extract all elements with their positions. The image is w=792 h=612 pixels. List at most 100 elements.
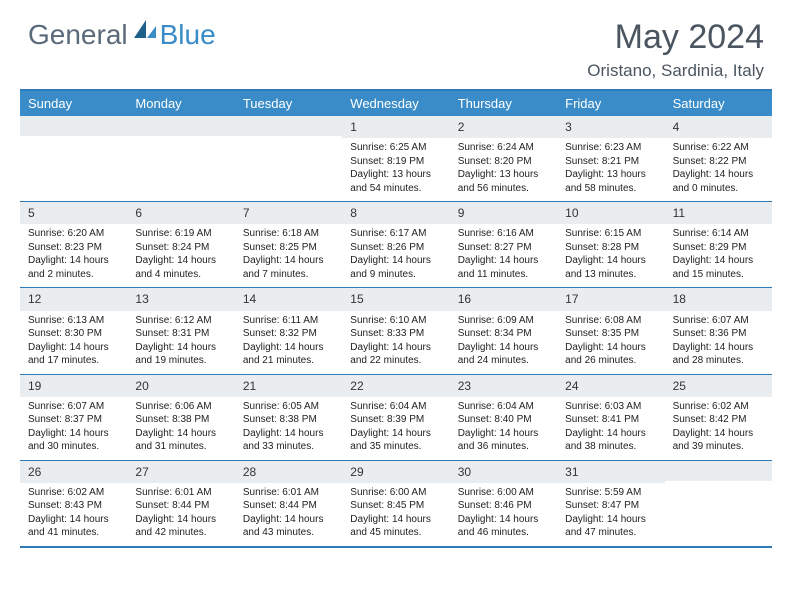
sunset-line: Sunset: 8:27 PM	[458, 241, 549, 255]
sunrise-line: Sunrise: 6:20 AM	[28, 227, 119, 241]
day-number: 7	[235, 202, 342, 224]
sunrise-line: Sunrise: 6:00 AM	[458, 486, 549, 500]
sunrise-line: Sunrise: 6:01 AM	[135, 486, 226, 500]
location-label: Oristano, Sardinia, Italy	[587, 61, 764, 81]
sunrise-line: Sunrise: 6:14 AM	[673, 227, 764, 241]
day-number: 16	[450, 288, 557, 310]
sunrise-line: Sunrise: 6:16 AM	[458, 227, 549, 241]
day-number: 18	[665, 288, 772, 310]
sunset-line: Sunset: 8:37 PM	[28, 413, 119, 427]
daylight-line: Daylight: 13 hours and 56 minutes.	[458, 168, 549, 195]
daylight-line: Daylight: 13 hours and 58 minutes.	[565, 168, 656, 195]
day-number: 19	[20, 375, 127, 397]
daylight-line: Daylight: 14 hours and 26 minutes.	[565, 341, 656, 368]
daylight-line: Daylight: 14 hours and 47 minutes.	[565, 513, 656, 540]
sunset-line: Sunset: 8:44 PM	[243, 499, 334, 513]
sunrise-line: Sunrise: 6:04 AM	[350, 400, 441, 414]
calendar-week-row: 19Sunrise: 6:07 AMSunset: 8:37 PMDayligh…	[20, 374, 772, 460]
sunrise-line: Sunrise: 6:07 AM	[28, 400, 119, 414]
sunset-line: Sunset: 8:33 PM	[350, 327, 441, 341]
day-number	[20, 116, 127, 136]
calendar-week-row: 12Sunrise: 6:13 AMSunset: 8:30 PMDayligh…	[20, 287, 772, 373]
daylight-line: Daylight: 14 hours and 28 minutes.	[673, 341, 764, 368]
day-number: 3	[557, 116, 664, 138]
daylight-line: Daylight: 14 hours and 39 minutes.	[673, 427, 764, 454]
day-details: Sunrise: 6:02 AMSunset: 8:42 PMDaylight:…	[665, 397, 772, 460]
day-of-week-label: Tuesday	[235, 91, 342, 116]
day-number: 25	[665, 375, 772, 397]
day-of-week-label: Sunday	[20, 91, 127, 116]
sunrise-line: Sunrise: 6:25 AM	[350, 141, 441, 155]
daylight-line: Daylight: 14 hours and 38 minutes.	[565, 427, 656, 454]
sunrise-line: Sunrise: 6:06 AM	[135, 400, 226, 414]
day-of-week-label: Friday	[557, 91, 664, 116]
daylight-line: Daylight: 14 hours and 30 minutes.	[28, 427, 119, 454]
day-details: Sunrise: 6:00 AMSunset: 8:45 PMDaylight:…	[342, 483, 449, 546]
day-of-week-label: Monday	[127, 91, 234, 116]
calendar-week-row: 1Sunrise: 6:25 AMSunset: 8:19 PMDaylight…	[20, 116, 772, 201]
calendar-day-cell: 24Sunrise: 6:03 AMSunset: 8:41 PMDayligh…	[557, 375, 664, 460]
day-number: 20	[127, 375, 234, 397]
day-details: Sunrise: 6:23 AMSunset: 8:21 PMDaylight:…	[557, 138, 664, 201]
day-number: 14	[235, 288, 342, 310]
brand-part2: Blue	[160, 19, 216, 51]
sunrise-line: Sunrise: 6:23 AM	[565, 141, 656, 155]
day-number: 17	[557, 288, 664, 310]
day-details: Sunrise: 6:01 AMSunset: 8:44 PMDaylight:…	[127, 483, 234, 546]
sunrise-line: Sunrise: 6:02 AM	[673, 400, 764, 414]
daylight-line: Daylight: 14 hours and 21 minutes.	[243, 341, 334, 368]
calendar-day-cell: 11Sunrise: 6:14 AMSunset: 8:29 PMDayligh…	[665, 202, 772, 287]
sail-icon	[132, 18, 158, 45]
sunset-line: Sunset: 8:23 PM	[28, 241, 119, 255]
day-of-week-header: SundayMondayTuesdayWednesdayThursdayFrid…	[20, 91, 772, 116]
day-details: Sunrise: 6:18 AMSunset: 8:25 PMDaylight:…	[235, 224, 342, 287]
sunset-line: Sunset: 8:32 PM	[243, 327, 334, 341]
brand-logo: General Blue	[28, 18, 216, 51]
sunset-line: Sunset: 8:45 PM	[350, 499, 441, 513]
page-header: General Blue May 2024 Oristano, Sardinia…	[0, 0, 792, 89]
day-number: 31	[557, 461, 664, 483]
calendar-day-cell: 8Sunrise: 6:17 AMSunset: 8:26 PMDaylight…	[342, 202, 449, 287]
calendar-day-cell: 17Sunrise: 6:08 AMSunset: 8:35 PMDayligh…	[557, 288, 664, 373]
day-details: Sunrise: 6:15 AMSunset: 8:28 PMDaylight:…	[557, 224, 664, 287]
calendar-day-cell: 14Sunrise: 6:11 AMSunset: 8:32 PMDayligh…	[235, 288, 342, 373]
day-number: 2	[450, 116, 557, 138]
day-details: Sunrise: 6:12 AMSunset: 8:31 PMDaylight:…	[127, 311, 234, 374]
day-details: Sunrise: 6:00 AMSunset: 8:46 PMDaylight:…	[450, 483, 557, 546]
day-details: Sunrise: 6:03 AMSunset: 8:41 PMDaylight:…	[557, 397, 664, 460]
calendar-week-row: 5Sunrise: 6:20 AMSunset: 8:23 PMDaylight…	[20, 201, 772, 287]
sunset-line: Sunset: 8:29 PM	[673, 241, 764, 255]
sunset-line: Sunset: 8:30 PM	[28, 327, 119, 341]
sunrise-line: Sunrise: 6:24 AM	[458, 141, 549, 155]
day-number: 30	[450, 461, 557, 483]
sunset-line: Sunset: 8:20 PM	[458, 155, 549, 169]
day-number: 1	[342, 116, 449, 138]
calendar-day-cell: 6Sunrise: 6:19 AMSunset: 8:24 PMDaylight…	[127, 202, 234, 287]
calendar-day-cell: 27Sunrise: 6:01 AMSunset: 8:44 PMDayligh…	[127, 461, 234, 546]
sunset-line: Sunset: 8:43 PM	[28, 499, 119, 513]
day-details: Sunrise: 6:07 AMSunset: 8:37 PMDaylight:…	[20, 397, 127, 460]
calendar-day-cell: 5Sunrise: 6:20 AMSunset: 8:23 PMDaylight…	[20, 202, 127, 287]
daylight-line: Daylight: 14 hours and 22 minutes.	[350, 341, 441, 368]
daylight-line: Daylight: 14 hours and 2 minutes.	[28, 254, 119, 281]
calendar-day-cell	[665, 461, 772, 546]
day-number: 12	[20, 288, 127, 310]
calendar-day-cell: 29Sunrise: 6:00 AMSunset: 8:45 PMDayligh…	[342, 461, 449, 546]
day-details: Sunrise: 6:16 AMSunset: 8:27 PMDaylight:…	[450, 224, 557, 287]
calendar-day-cell: 1Sunrise: 6:25 AMSunset: 8:19 PMDaylight…	[342, 116, 449, 201]
daylight-line: Daylight: 14 hours and 45 minutes.	[350, 513, 441, 540]
sunset-line: Sunset: 8:21 PM	[565, 155, 656, 169]
calendar-day-cell: 20Sunrise: 6:06 AMSunset: 8:38 PMDayligh…	[127, 375, 234, 460]
day-number: 26	[20, 461, 127, 483]
calendar-day-cell: 22Sunrise: 6:04 AMSunset: 8:39 PMDayligh…	[342, 375, 449, 460]
day-details: Sunrise: 6:04 AMSunset: 8:40 PMDaylight:…	[450, 397, 557, 460]
sunset-line: Sunset: 8:34 PM	[458, 327, 549, 341]
day-number: 21	[235, 375, 342, 397]
day-of-week-label: Saturday	[665, 91, 772, 116]
calendar-day-cell: 3Sunrise: 6:23 AMSunset: 8:21 PMDaylight…	[557, 116, 664, 201]
sunset-line: Sunset: 8:38 PM	[135, 413, 226, 427]
calendar-day-cell: 4Sunrise: 6:22 AMSunset: 8:22 PMDaylight…	[665, 116, 772, 201]
daylight-line: Daylight: 14 hours and 41 minutes.	[28, 513, 119, 540]
sunrise-line: Sunrise: 6:10 AM	[350, 314, 441, 328]
daylight-line: Daylight: 14 hours and 33 minutes.	[243, 427, 334, 454]
